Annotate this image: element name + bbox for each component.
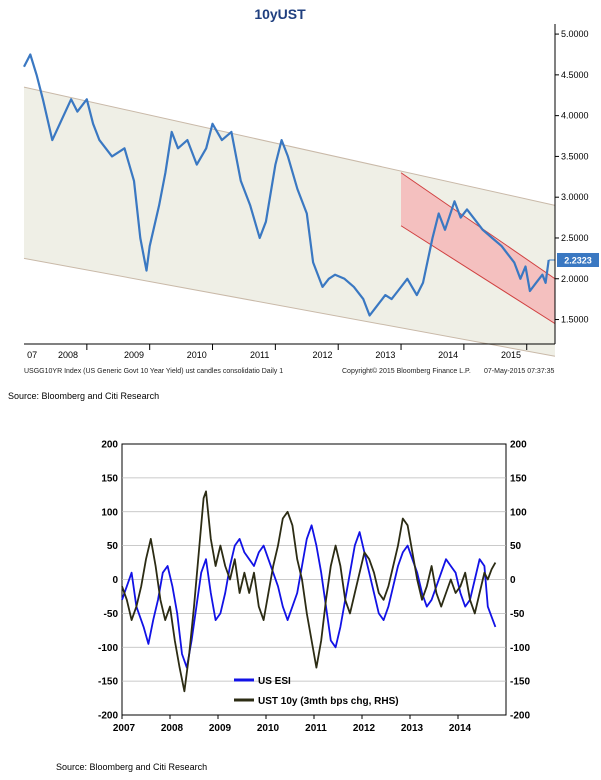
chart1-series-line	[23, 53, 550, 317]
chart1-xtick-label: 2008	[58, 350, 78, 360]
chart1-xtick-label: 2009	[124, 350, 144, 360]
chart2-ytick-right-label: -200	[510, 711, 530, 722]
chart1-channel-fill	[24, 87, 555, 357]
chart2-series-line-ust-10y	[121, 490, 497, 693]
chart1-channel-lower-line	[23, 257, 556, 357]
chart2-ytick-right-label: -50	[510, 609, 525, 620]
chart1-ytick-label: 4.0000	[561, 111, 589, 121]
chart2-ytick-left-label: 0	[112, 575, 118, 586]
chart2-ytick-left-label: 100	[101, 507, 118, 518]
chart2-ytick-left-label: -200	[98, 711, 118, 722]
chart1-ytick-label: 5.0000	[561, 29, 589, 39]
chart1-ytick-label: 3.5000	[561, 151, 589, 161]
chart2-ytick-right-label: -100	[510, 643, 530, 654]
chart2-xtick-label: 2008	[161, 723, 184, 734]
chart2-ytick-right-label: 200	[510, 440, 527, 451]
chart1-title: 10yUST	[254, 6, 306, 22]
chart2-xtick-label: 2009	[209, 723, 232, 734]
chart2-ytick-right-label: -150	[510, 677, 530, 688]
chart2-source: Source: Bloomberg and Citi Research	[56, 762, 208, 772]
chart2-ytick-right-label: 100	[510, 507, 527, 518]
chart1-channel-upper-line	[400, 172, 556, 280]
chart2-xtick-label: 2013	[401, 723, 424, 734]
chart1-xtick-label: 2011	[250, 350, 269, 360]
chart1-xtick-label: 2014	[438, 350, 458, 360]
chart2-ytick-left-label: 150	[101, 473, 118, 484]
chart1-last-value-label: 2.2323	[564, 255, 592, 265]
chart1-xtick-label: 2012	[312, 350, 332, 360]
chart2-ytick-left-label: 200	[101, 440, 118, 451]
chart1-source: Source: Bloomberg and Citi Research	[8, 391, 160, 401]
chart1-xtick-label: 07	[27, 350, 37, 360]
chart1-channel-fill	[401, 172, 555, 324]
chart2-ytick-right-label: 0	[510, 575, 516, 586]
chart2-xtick-label: 2014	[449, 723, 472, 734]
chart1-svg: 5.0000 4.5000 4.0000 3.5000 3.0000 2.5000 2.00…	[23, 24, 599, 360]
chart2-xtick-label: 2011	[305, 723, 327, 734]
chart1-channel-lower-line	[400, 225, 556, 325]
chart1-ytick-label: 2.5000	[561, 233, 589, 243]
chart1-footer-left: USGG10YR Index (US Generic Govt 10 Year …	[24, 368, 284, 375]
chart2-legend-label-ust-10y: UST 10y (3mth bps chg, RHS)	[258, 696, 399, 707]
chart1-footer-mid: Copyright© 2015 Bloomberg Finance L.P.	[342, 368, 471, 375]
chart1-xtick-label: 2010	[187, 350, 207, 360]
chart1-ytick-label: 4.5000	[561, 70, 589, 80]
chart2-xtick-label: 2007	[113, 723, 136, 734]
chart1-xtick-label: 2013	[375, 350, 395, 360]
chart2-ytick-left-label: -100	[98, 643, 118, 654]
chart2-legend-label-us-esi: US ESI	[258, 676, 291, 687]
chart2-ytick-right-label: 150	[510, 473, 527, 484]
chart2-ytick-left-label: -150	[98, 677, 118, 688]
chart2-ytick-right-label: 50	[510, 541, 522, 552]
chart2-ytick-left-label: 50	[107, 541, 119, 552]
chart1-ytick-label: 2.0000	[561, 274, 589, 284]
chart1-footer-right: 07-May-2015 07:37:35	[484, 368, 555, 375]
chart2-ytick-left-label: -50	[104, 609, 119, 620]
chart1-channel-upper-line	[23, 86, 556, 206]
chart1-ytick-label: 1.5000	[561, 315, 589, 325]
chart1-ytick-label: 3.0000	[561, 192, 589, 202]
chart1-last-value-badge	[557, 252, 599, 267]
chart2-xtick-label: 2010	[257, 723, 280, 734]
chart1-xtick-label: 2015	[501, 350, 521, 360]
chart2-xtick-label: 2012	[353, 723, 376, 734]
